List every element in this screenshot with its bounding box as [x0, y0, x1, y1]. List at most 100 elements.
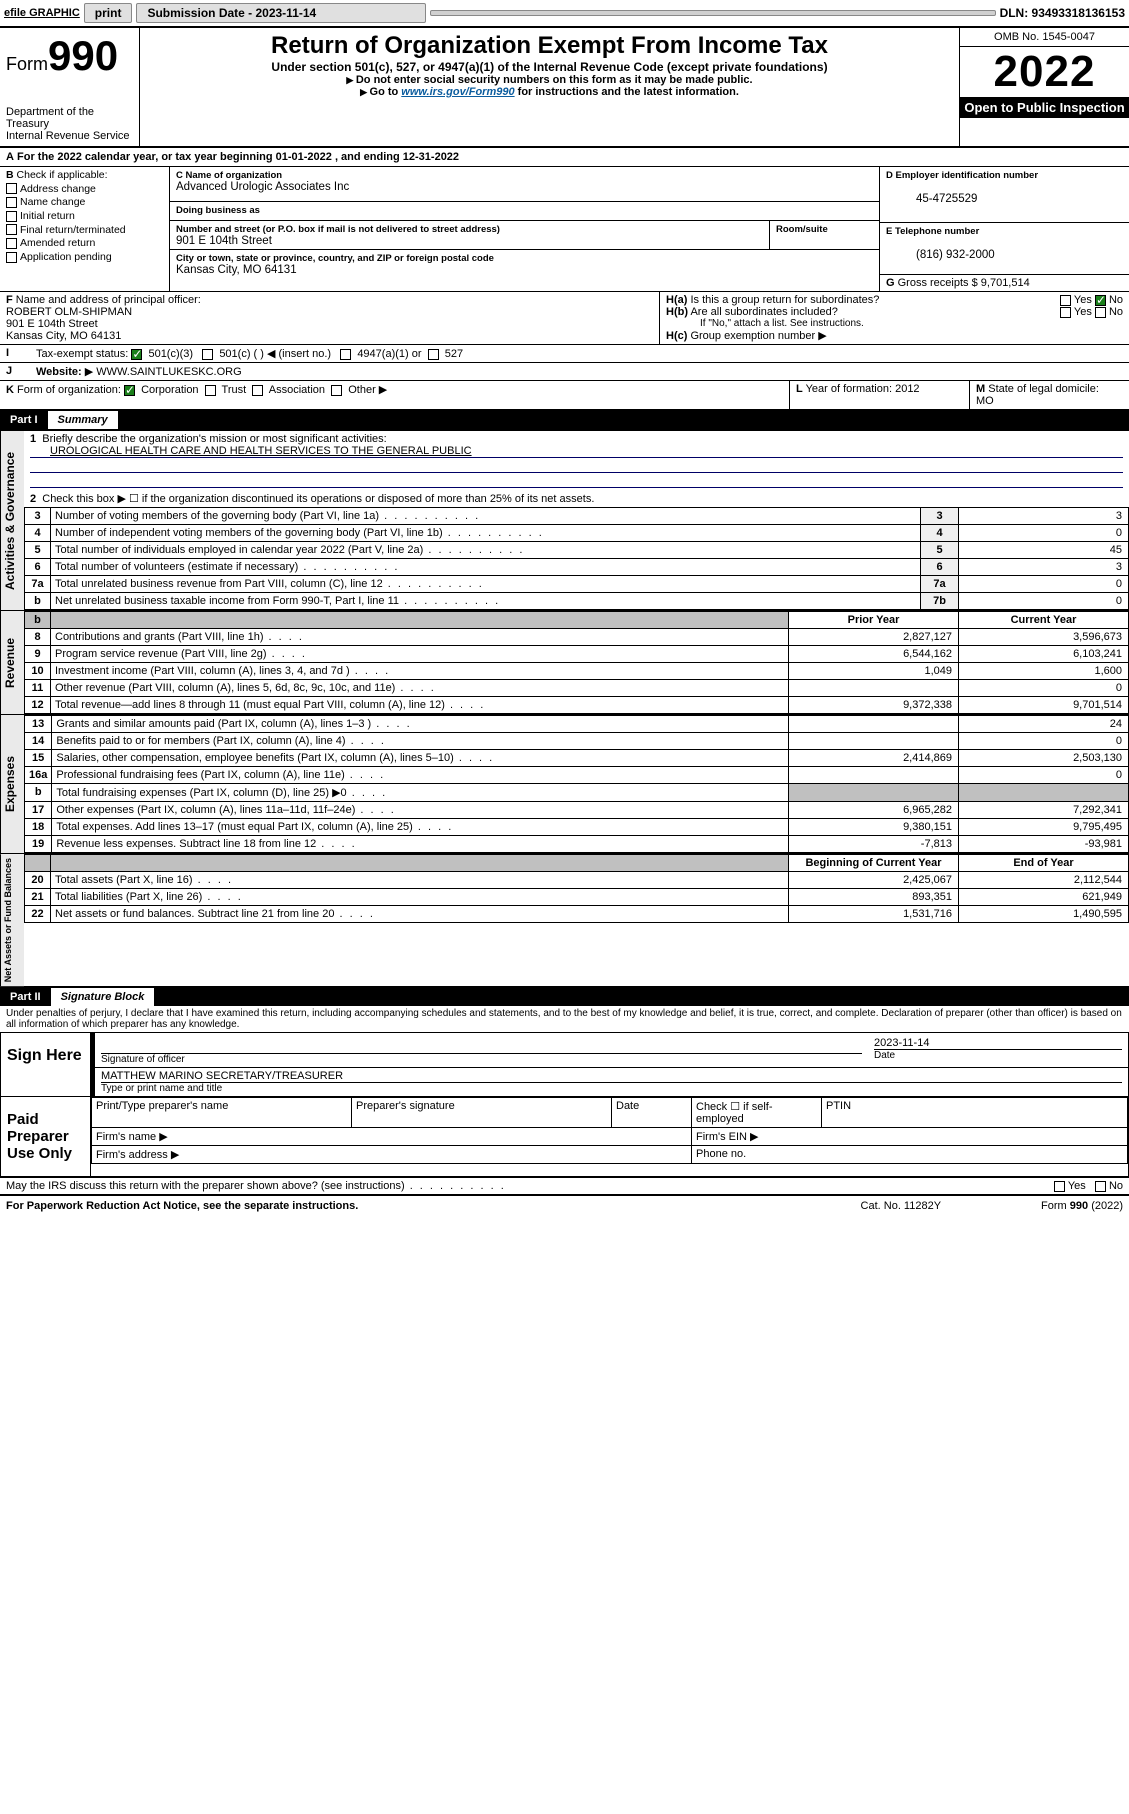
ha-no[interactable] [1095, 295, 1106, 306]
vlabel-netassets: Net Assets or Fund Balances [0, 854, 24, 986]
officer-printed-name: MATTHEW MARINO SECRETARY/TREASURER [101, 1070, 343, 1082]
jurat-text: Under penalties of perjury, I declare th… [0, 1006, 1129, 1032]
website-value: WWW.SAINTLUKESKC.ORG [96, 366, 241, 378]
cb-trust[interactable] [205, 385, 216, 396]
phone-label: Telephone number [895, 226, 979, 237]
officer-name: ROBERT OLM-SHIPMAN [6, 306, 132, 318]
print-button[interactable]: print [84, 3, 133, 23]
tax-period: A For the 2022 calendar year, or tax yea… [0, 148, 1129, 167]
sign-here-block: Sign Here Signature of officer 2023-11-1… [0, 1032, 1129, 1097]
phone-value: (816) 932-2000 [886, 249, 995, 261]
cb-other[interactable] [331, 385, 342, 396]
efile-label: efile GRAPHIC [4, 7, 80, 19]
ptin-col: PTIN [822, 1098, 1128, 1128]
cb-final-return[interactable]: Final return/terminated [20, 224, 126, 236]
cb-application-pending[interactable]: Application pending [20, 251, 112, 263]
form-subtitle: Under section 501(c), 527, or 4947(a)(1)… [148, 60, 951, 74]
irs-label: Internal Revenue Service [6, 130, 133, 142]
col-boy: Beginning of Current Year [789, 855, 959, 872]
cb-527[interactable] [428, 349, 439, 360]
cb-4947[interactable] [340, 349, 351, 360]
org-name-label: Name of organization [186, 170, 283, 181]
netassets-table: Beginning of Current Year End of Year 20… [24, 854, 1129, 923]
submission-date-button[interactable]: Submission Date - 2023-11-14 [136, 3, 426, 23]
cb-name-change[interactable]: Name change [20, 196, 85, 208]
street-label: Number and street (or P.O. box if mail i… [176, 224, 500, 235]
ifno-note: If "No," attach a list. See instructions… [666, 318, 1123, 329]
officer-street: 901 E 104th Street [6, 318, 98, 330]
state-domicile-label: State of legal domicile: [988, 383, 1099, 395]
prep-sig-col: Preparer's signature [352, 1098, 612, 1128]
officer-group-row: F Name and address of principal officer:… [0, 292, 1129, 345]
cb-address-change[interactable]: Address change [20, 183, 96, 195]
part-i-header: Part I Summary [0, 411, 1129, 431]
form-number: 990 [48, 32, 118, 79]
ssn-note: Do not enter social security numbers on … [148, 74, 951, 86]
discuss-yes[interactable] [1054, 1181, 1065, 1192]
netassets-section: Net Assets or Fund Balances Beginning of… [0, 853, 1129, 988]
cb-amended-return[interactable]: Amended return [20, 237, 95, 249]
ein-label: Employer identification number [896, 170, 1039, 181]
paid-preparer-label: Paid Preparer Use Only [1, 1097, 91, 1176]
revenue-table: b Prior Year Current Year 8Contributions… [24, 611, 1129, 714]
room-label: Room/suite [776, 224, 828, 235]
hb-no[interactable] [1095, 307, 1106, 318]
state-domicile-value: MO [976, 395, 994, 407]
cb-501c3[interactable] [131, 349, 142, 360]
governance-table: 3Number of voting members of the governi… [24, 507, 1129, 610]
part-ii-header: Part II Signature Block [0, 988, 1129, 1006]
city-value: Kansas City, MO 64131 [176, 264, 297, 276]
city-label: City or town, state or province, country… [176, 253, 494, 264]
website-label: Website: [36, 366, 82, 378]
col-prior-year: Prior Year [789, 612, 959, 629]
cb-initial-return[interactable]: Initial return [20, 210, 75, 222]
form-label: Form 990 (2022) [1041, 1200, 1123, 1212]
tax-status-row: I Tax-exempt status: 501(c)(3) 501(c) ( … [0, 345, 1129, 363]
vlabel-revenue: Revenue [0, 611, 24, 714]
mission-value: UROLOGICAL HEALTH CARE AND HEALTH SERVIC… [30, 445, 472, 457]
sig-date-label: Date [874, 1049, 1122, 1061]
group-return-label: Is this a group return for subordinates? [690, 294, 879, 306]
form-org-row: K Form of organization: Corporation Trus… [0, 381, 1129, 411]
revenue-section: Revenue b Prior Year Current Year 8Contr… [0, 610, 1129, 714]
cb-corp[interactable] [124, 385, 135, 396]
omb-number: OMB No. 1545-0047 [960, 28, 1129, 47]
year-formation-value: 2012 [895, 383, 919, 395]
col-eoy: End of Year [959, 855, 1129, 872]
tax-year: 2022 [960, 47, 1129, 97]
prep-date-col: Date [612, 1098, 692, 1128]
cb-assoc[interactable] [252, 385, 263, 396]
hb-yes[interactable] [1060, 307, 1071, 318]
irs-link[interactable]: www.irs.gov/Form990 [401, 86, 514, 98]
form-org-label: Form of organization: [17, 384, 121, 396]
gross-receipts-label: Gross receipts $ [898, 277, 978, 289]
cat-number: Cat. No. 11282Y [861, 1200, 942, 1212]
officer-label: Name and address of principal officer: [16, 294, 201, 306]
expenses-section: Expenses 13Grants and similar amounts pa… [0, 714, 1129, 853]
dln-label: DLN: 93493318136153 [1000, 6, 1125, 20]
form-header: Form990 Department of the Treasury Inter… [0, 28, 1129, 148]
self-employed-check[interactable]: Check ☐ if self-employed [692, 1098, 822, 1128]
dba-label: Doing business as [176, 205, 260, 216]
form-prefix: Form [6, 54, 48, 74]
dept-treasury: Department of the Treasury [6, 106, 133, 130]
cb-501c[interactable] [202, 349, 213, 360]
expenses-table: 13Grants and similar amounts paid (Part … [24, 715, 1129, 853]
part-i-body: Activities & Governance 1 Briefly descri… [0, 431, 1129, 610]
entity-info: B Check if applicable: Address change Na… [0, 167, 1129, 292]
street-value: 901 E 104th Street [176, 235, 272, 247]
firm-address: Firm's address ▶ [92, 1146, 692, 1164]
year-formation-label: Year of formation: [806, 383, 892, 395]
ha-yes[interactable] [1060, 295, 1071, 306]
discuss-no[interactable] [1095, 1181, 1106, 1192]
form-title: Return of Organization Exempt From Incom… [148, 32, 951, 60]
firm-phone: Phone no. [692, 1146, 1128, 1164]
tax-exempt-label: Tax-exempt status: [36, 348, 128, 360]
subordinates-label: Are all subordinates included? [690, 306, 837, 318]
sig-officer-label: Signature of officer [101, 1053, 862, 1065]
open-public-inspection: Open to Public Inspection [960, 97, 1129, 118]
vlabel-governance: Activities & Governance [0, 431, 24, 610]
paid-preparer-block: Paid Preparer Use Only Print/Type prepar… [0, 1097, 1129, 1177]
top-bar: efile GRAPHIC print Submission Date - 20… [0, 0, 1129, 28]
org-name: Advanced Urologic Associates Inc [176, 181, 349, 193]
